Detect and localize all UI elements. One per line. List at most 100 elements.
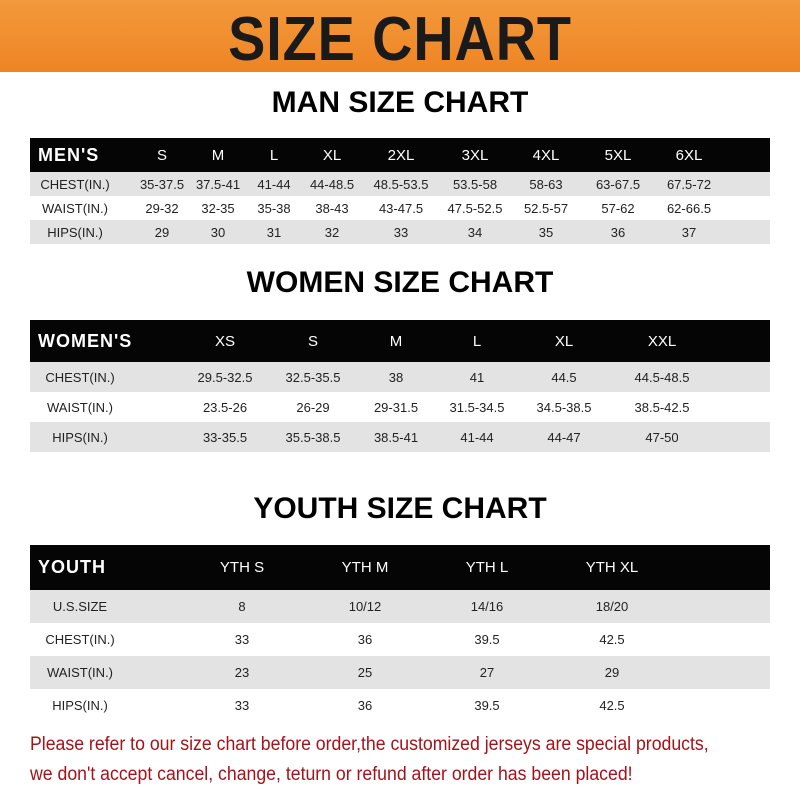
table-cell: 39.5 — [474, 698, 500, 713]
table-cell: 34 — [467, 224, 483, 240]
table-cell: 35-38 — [257, 200, 291, 216]
table-cell: 8 — [238, 599, 246, 614]
table-cell: YTH L — [465, 559, 509, 576]
table-cell: 36 — [610, 224, 626, 240]
header-row: WOMEN'S XS S M L XL XXL — [30, 320, 770, 362]
table-cell: 10/12 — [348, 599, 382, 614]
table-cell: 37 — [681, 224, 697, 240]
table-row: WAIST(IN.) 23 25 27 29 — [30, 656, 770, 689]
table-cell: 33 — [234, 698, 250, 713]
table-cell: M — [389, 332, 403, 350]
women-size-table: WOMEN'S XS S M L XL XXL CHEST(IN.) 29.5-32.5 32.5… — [30, 320, 770, 452]
header-row: YOUTH YTH S YTH M YTH L YTH XL — [30, 545, 770, 590]
women-title: WOMEN SIZE CHART — [246, 266, 554, 299]
table-cell: 2XL — [387, 146, 415, 164]
table-cell: 29 — [154, 224, 170, 240]
table-cell: 5XL — [604, 146, 632, 164]
table-cell: 18/20 — [595, 599, 629, 614]
table-cell: XS — [214, 332, 236, 350]
table-cell: 36 — [357, 698, 373, 713]
table-row: WAIST(IN.) 23.5-26 26-29 29-31.5 31.5-34.5 34… — [30, 392, 770, 422]
table-cell: YTH XL — [585, 559, 639, 576]
table-cell: 38.5-41 — [373, 429, 419, 445]
table-cell: L — [269, 146, 279, 164]
table-cell: 44.5 — [551, 369, 577, 385]
table-cell: 29-31.5 — [373, 399, 419, 415]
table-cell: 36 — [357, 632, 373, 647]
table-cell: 33-35.5 — [202, 429, 248, 445]
table-cell: 35.5-38.5 — [285, 429, 341, 445]
table-cell: 47.5-52.5 — [447, 200, 503, 216]
table-cell: 3XL — [461, 146, 489, 164]
table-cell: 37.5-41 — [195, 176, 241, 192]
table-cell: 43-47.5 — [378, 200, 424, 216]
header-row: MEN'S S M L XL 2XL 3XL 4XL 5XL 6XL — [30, 138, 770, 172]
youth-size-table: YOUTH YTH S YTH M YTH L YTH XL U.S.SIZE 8 10/12… — [30, 545, 770, 722]
table-cell: 62-66.5 — [666, 200, 712, 216]
table-cell: YTH M — [341, 559, 389, 576]
table-row: U.S.SIZE 8 10/12 14/16 18/20 — [30, 590, 770, 623]
notice-line-2: we don't accept cancel, change, teturn o… — [30, 764, 633, 785]
table-cell: 52.5-57 — [523, 200, 569, 216]
table-cell: 39.5 — [474, 632, 500, 647]
table-cell: 35 — [538, 224, 554, 240]
table-cell: 32 — [324, 224, 340, 240]
table-cell: 38.5-42.5 — [634, 399, 690, 415]
row-label: WOMEN'S — [38, 330, 133, 351]
row-label: U.S.SIZE — [52, 599, 108, 614]
youth-title: YOUTH SIZE CHART — [253, 492, 547, 525]
men-size-table: MEN'S S M L XL 2XL 3XL 4XL 5XL 6XL CHEST(IN.) 35-37… — [30, 138, 770, 244]
table-cell: 58-63 — [529, 176, 563, 192]
table-row: HIPS(IN.) 33-35.5 35.5-38.5 38.5-41 41-44 44-… — [30, 422, 770, 452]
table-cell: 14/16 — [470, 599, 504, 614]
table-cell: YTH S — [219, 559, 265, 576]
table-cell: 25 — [357, 665, 373, 680]
table-cell: 35-37.5 — [139, 176, 185, 192]
row-label: WAIST(IN.) — [47, 665, 113, 680]
notice-line-1: Please refer to our size chart before or… — [30, 734, 709, 755]
table-cell: 47-50 — [645, 429, 679, 445]
table-row: HIPS(IN.) 33 36 39.5 42.5 — [30, 689, 770, 722]
row-label: CHEST(IN.) — [40, 176, 110, 192]
row-label: HIPS(IN.) — [52, 698, 108, 713]
table-row: CHEST(IN.) 33 36 39.5 42.5 — [30, 623, 770, 656]
table-cell: 67.5-72 — [666, 176, 712, 192]
table-cell: 31 — [266, 224, 282, 240]
table-cell: 23 — [234, 665, 250, 680]
table-cell: 63-67.5 — [595, 176, 641, 192]
table-cell: 30 — [210, 224, 226, 240]
table-cell: M — [211, 146, 225, 164]
table-row: HIPS(IN.) 29 30 31 32 33 34 35 36 37 — [30, 220, 770, 244]
table-cell: 33 — [234, 632, 250, 647]
table-cell: 23.5-26 — [202, 399, 248, 415]
men-title: MAN SIZE CHART — [271, 86, 529, 119]
banner: SIZE CHART — [0, 0, 800, 74]
table-cell: 38 — [388, 369, 404, 385]
table-cell: 29.5-32.5 — [197, 369, 253, 385]
table-cell: 4XL — [532, 146, 560, 164]
table-cell: 27 — [479, 665, 495, 680]
table-cell: S — [156, 146, 168, 164]
table-cell: 38-43 — [315, 200, 349, 216]
table-cell: 34.5-38.5 — [536, 399, 592, 415]
table-cell: 41 — [469, 369, 485, 385]
row-label: CHEST(IN.) — [45, 369, 115, 385]
table-cell: 41-44 — [460, 429, 494, 445]
table-cell: 33 — [393, 224, 409, 240]
table-cell: XL — [554, 332, 574, 350]
row-label: HIPS(IN.) — [52, 429, 108, 445]
table-cell: 42.5 — [599, 698, 625, 713]
table-cell: XXL — [647, 332, 677, 350]
table-cell: 48.5-53.5 — [373, 176, 429, 192]
table-cell: 44-47 — [547, 429, 581, 445]
table-cell: 44-48.5 — [309, 176, 355, 192]
table-cell: 29-32 — [145, 200, 179, 216]
table-row: CHEST(IN.) 29.5-32.5 32.5-35.5 38 41 44.5 44.5… — [30, 362, 770, 392]
table-cell: 44.5-48.5 — [634, 369, 690, 385]
table-cell: 26-29 — [296, 399, 330, 415]
table-cell: 32-35 — [201, 200, 235, 216]
row-label: MEN'S — [38, 144, 100, 165]
table-cell: XL — [322, 146, 342, 164]
table-cell: 6XL — [675, 146, 703, 164]
table-row: CHEST(IN.) 35-37.5 37.5-41 41-44 44-48.5 48.5… — [30, 172, 770, 196]
